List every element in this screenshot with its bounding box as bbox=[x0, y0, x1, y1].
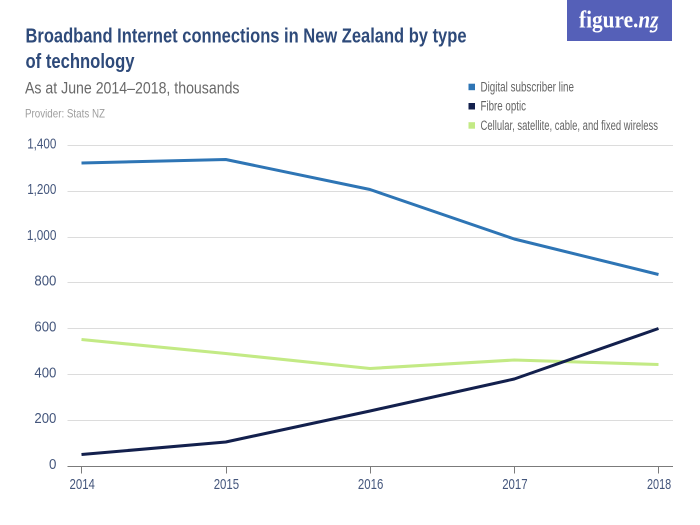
svg-text:Provider: Stats NZ: Provider: Stats NZ bbox=[25, 107, 105, 121]
svg-text:200: 200 bbox=[34, 411, 56, 427]
svg-text:400: 400 bbox=[34, 365, 56, 381]
svg-text:2017: 2017 bbox=[502, 477, 527, 493]
svg-text:2014: 2014 bbox=[70, 477, 95, 493]
svg-text:2018: 2018 bbox=[647, 477, 671, 493]
svg-text:Fibre optic: Fibre optic bbox=[481, 99, 527, 114]
svg-text:As at June 2014–2018, thousand: As at June 2014–2018, thousands bbox=[25, 79, 240, 98]
svg-text:1,200: 1,200 bbox=[27, 182, 56, 198]
svg-text:2015: 2015 bbox=[214, 477, 239, 493]
svg-text:Broadband Internet connections: Broadband Internet connections in New Ze… bbox=[26, 26, 467, 48]
svg-text:of technology: of technology bbox=[26, 51, 136, 73]
svg-text:600: 600 bbox=[34, 320, 56, 336]
svg-text:0: 0 bbox=[49, 457, 56, 473]
svg-text:800: 800 bbox=[34, 274, 56, 290]
svg-text:Digital subscriber line: Digital subscriber line bbox=[481, 80, 575, 95]
svg-text:figure.nz: figure.nz bbox=[579, 8, 659, 34]
svg-text:1,400: 1,400 bbox=[27, 136, 56, 152]
svg-text:Cellular, satellite, cable, an: Cellular, satellite, cable, and fixed wi… bbox=[481, 118, 659, 133]
svg-text:2016: 2016 bbox=[358, 477, 383, 493]
svg-text:1,000: 1,000 bbox=[27, 228, 57, 244]
